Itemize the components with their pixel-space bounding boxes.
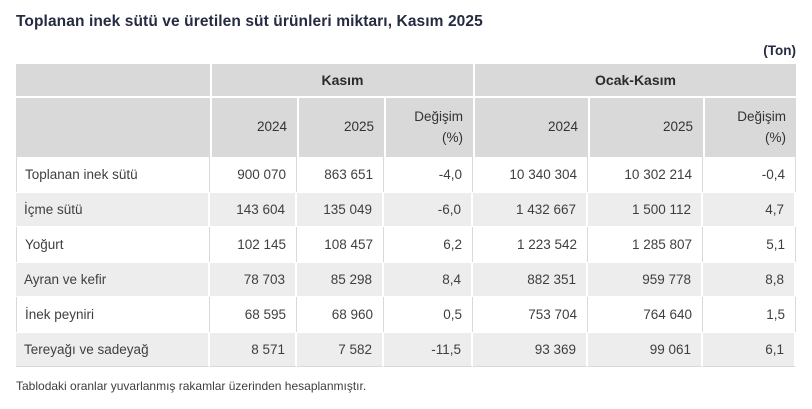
table-cell: 7 582 bbox=[297, 332, 384, 367]
table-cell: 93 369 bbox=[473, 332, 588, 367]
table-cell: 99 061 bbox=[588, 332, 703, 367]
table-cell: 6,2 bbox=[384, 227, 473, 262]
row-label: Ayran ve kefir bbox=[16, 262, 210, 297]
table-cell: 5,1 bbox=[703, 227, 796, 262]
table-cell: -0,4 bbox=[703, 157, 796, 192]
table-cell: 143 604 bbox=[210, 192, 297, 227]
header-kasim-degisim: Değişim (%) bbox=[384, 98, 473, 157]
table-cell: 102 145 bbox=[210, 227, 297, 262]
table-cell: -11,5 bbox=[384, 332, 473, 367]
header-kasim-2024: 2024 bbox=[210, 98, 297, 157]
header-ocakkasim-2025: 2025 bbox=[588, 98, 703, 157]
table-cell: 85 298 bbox=[297, 262, 384, 297]
table-cell: 6,1 bbox=[703, 332, 796, 367]
table-row-tereyagi-ve-sadeyag: Tereyağı ve sadeyağ 8 571 7 582 -11,5 93… bbox=[16, 332, 796, 367]
table-cell: 863 651 bbox=[297, 157, 384, 192]
table-cell: 1,5 bbox=[703, 297, 796, 332]
corner-header-cell bbox=[16, 64, 210, 98]
col-group-ocak-kasim: Ocak-Kasım bbox=[473, 64, 796, 98]
table-row-ayran-ve-kefir: Ayran ve kefir 78 703 85 298 8,4 882 351… bbox=[16, 262, 796, 297]
table-cell: 900 070 bbox=[210, 157, 297, 192]
table-cell: 1 285 807 bbox=[588, 227, 703, 262]
row-label: İçme sütü bbox=[16, 192, 210, 227]
table-cell: -6,0 bbox=[384, 192, 473, 227]
table-cell: -4,0 bbox=[384, 157, 473, 192]
table-row-yogurt: Yoğurt 102 145 108 457 6,2 1 223 542 1 2… bbox=[16, 227, 796, 262]
page: Toplanan inek sütü ve üretilen süt ürünl… bbox=[16, 13, 796, 393]
table-cell: 8,4 bbox=[384, 262, 473, 297]
column-group-header-row: Kasım Ocak-Kasım bbox=[16, 64, 796, 98]
table-cell: 78 703 bbox=[210, 262, 297, 297]
table-cell: 10 302 214 bbox=[588, 157, 703, 192]
table-cell: 753 704 bbox=[473, 297, 588, 332]
row-label: İnek peyniri bbox=[16, 297, 210, 332]
row-label: Toplanan inek sütü bbox=[16, 157, 210, 192]
header-kasim-2025: 2025 bbox=[297, 98, 384, 157]
header-ocakkasim-2024: 2024 bbox=[473, 98, 588, 157]
table-cell: 882 351 bbox=[473, 262, 588, 297]
col-group-kasim: Kasım bbox=[210, 64, 473, 98]
table-cell: 10 340 304 bbox=[473, 157, 588, 192]
page-title: Toplanan inek sütü ve üretilen süt ürünl… bbox=[16, 13, 483, 30]
table-cell: 8 571 bbox=[210, 332, 297, 367]
row-label: Yoğurt bbox=[16, 227, 210, 262]
table-cell: 764 640 bbox=[588, 297, 703, 332]
table-cell: 8,8 bbox=[703, 262, 796, 297]
table-footnote: Tablodaki oranlar yuvarlanmış rakamlar ü… bbox=[16, 379, 367, 393]
table-row-inek-peyniri: İnek peyniri 68 595 68 960 0,5 753 704 7… bbox=[16, 297, 796, 332]
unit-label: (Ton) bbox=[763, 43, 796, 58]
table-cell: 68 960 bbox=[297, 297, 384, 332]
header-ocakkasim-degisim: Değişim (%) bbox=[703, 98, 796, 157]
row-label: Tereyağı ve sadeyağ bbox=[16, 332, 210, 367]
table-row-icme-sutu: İçme sütü 143 604 135 049 -6,0 1 432 667… bbox=[16, 192, 796, 227]
table-cell: 4,7 bbox=[703, 192, 796, 227]
table-cell: 0,5 bbox=[384, 297, 473, 332]
table-cell: 68 595 bbox=[210, 297, 297, 332]
table-cell: 135 049 bbox=[297, 192, 384, 227]
table-cell: 108 457 bbox=[297, 227, 384, 262]
milk-production-table: Kasım Ocak-Kasım 2024 2025 Değişim (%) 2… bbox=[16, 64, 796, 367]
column-header-row: 2024 2025 Değişim (%) 2024 2025 Değişim … bbox=[16, 98, 796, 157]
table-cell: 1 432 667 bbox=[473, 192, 588, 227]
table-cell: 1 500 112 bbox=[588, 192, 703, 227]
table-row-toplanan-inek-sutu: Toplanan inek sütü 900 070 863 651 -4,0 … bbox=[16, 157, 796, 192]
table-cell: 959 778 bbox=[588, 262, 703, 297]
label-column-header bbox=[16, 98, 210, 157]
table-cell: 1 223 542 bbox=[473, 227, 588, 262]
